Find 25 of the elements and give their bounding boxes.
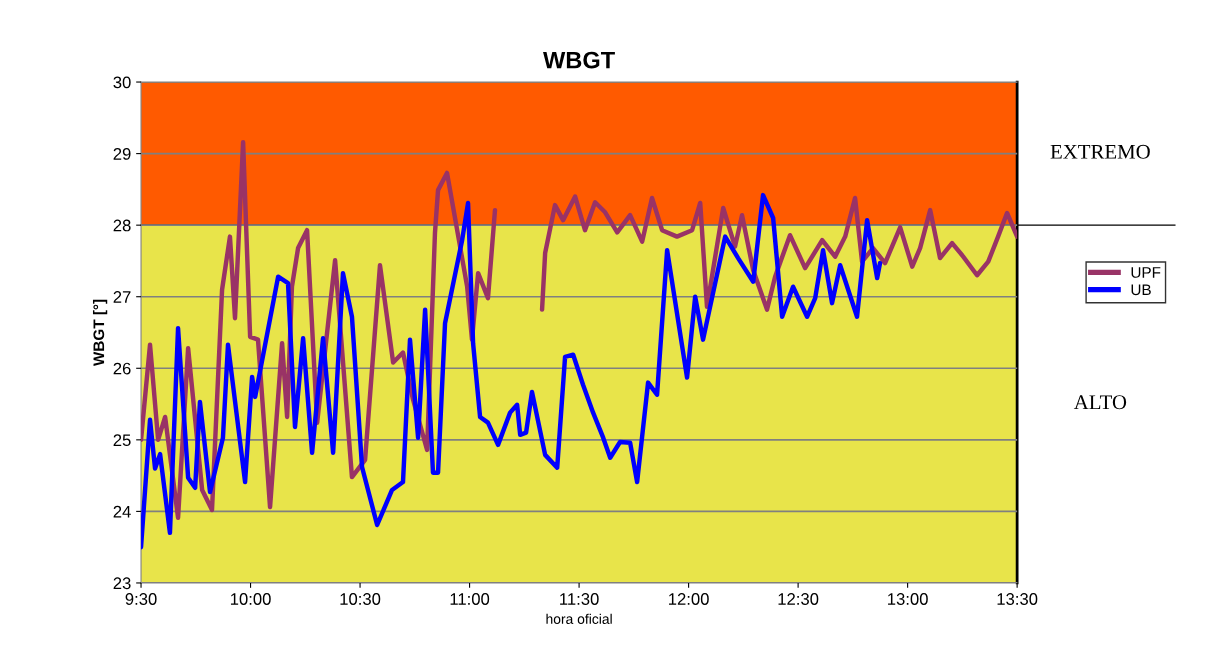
x-tick-label: 11:00 — [450, 593, 490, 605]
band-label: EXTREMO — [1050, 144, 1150, 159]
x-tick-label: 11:30 — [560, 593, 599, 605]
x-tick-label: 13:00 — [888, 593, 928, 605]
x-tick-label: 10:00 — [230, 593, 271, 605]
chart-title: WBGT — [543, 51, 615, 69]
y-tick-label: 29 — [113, 148, 131, 160]
x-tick-label: 13:30 — [997, 593, 1038, 605]
y-axis-title: WBGT [°] — [92, 299, 108, 367]
line-series — [141, 192, 883, 550]
y-tick-label: 26 — [113, 362, 131, 375]
x-tick-label: 12:00 — [669, 593, 709, 605]
y-tick-label: 30 — [113, 76, 131, 89]
y-tick-label: 23 — [113, 577, 131, 590]
x-tick-label: 12:30 — [778, 593, 819, 605]
band-label: ALTO — [1073, 395, 1127, 410]
y-tick-label: 25 — [113, 434, 131, 447]
y-tick-label: 28 — [113, 219, 131, 232]
x-tick-label: 9:30 — [125, 593, 157, 605]
x-tick-label: 10:30 — [340, 593, 381, 605]
y-tick-label: 24 — [113, 505, 131, 518]
x-axis-title: hora oficial — [546, 613, 612, 624]
legend-label: UPF — [1131, 267, 1161, 278]
y-tick-label: 27 — [113, 291, 131, 303]
legend-label: UB — [1131, 284, 1151, 296]
